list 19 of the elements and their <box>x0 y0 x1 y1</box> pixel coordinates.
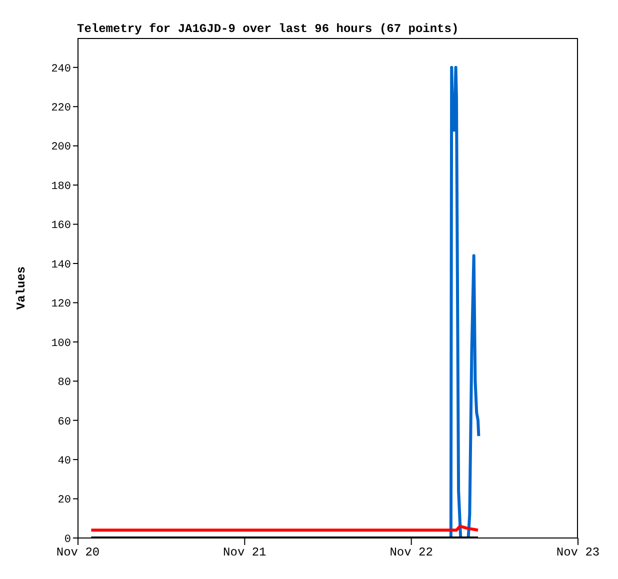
y-tick-label: 60 <box>58 416 71 428</box>
y-tick-label: 100 <box>51 338 71 350</box>
y-tick-label: 200 <box>51 142 71 154</box>
x-tick-label: Nov 20 <box>56 546 100 560</box>
chart-title: Telemetry for JA1GJD-9 over last 96 hours (67 points) <box>77 22 459 36</box>
y-tick-label: 40 <box>58 455 71 468</box>
y-tick-label: 180 <box>51 180 71 193</box>
y-tick-label: 80 <box>58 377 71 390</box>
y-tick-label: 20 <box>58 494 71 507</box>
y-tick-label: 160 <box>51 220 71 232</box>
x-tick-label: Nov 22 <box>390 546 433 560</box>
x-tick-label: Nov 23 <box>556 546 600 560</box>
y-axis-title: Values <box>14 266 28 310</box>
y-tick-label: 0 <box>64 534 71 546</box>
y-tick-label: 120 <box>51 298 71 311</box>
x-tick-label: Nov 21 <box>223 546 266 560</box>
y-tick-label: 140 <box>51 259 71 272</box>
y-tick-label: 220 <box>51 102 71 115</box>
y-tick-label: 240 <box>51 63 71 76</box>
